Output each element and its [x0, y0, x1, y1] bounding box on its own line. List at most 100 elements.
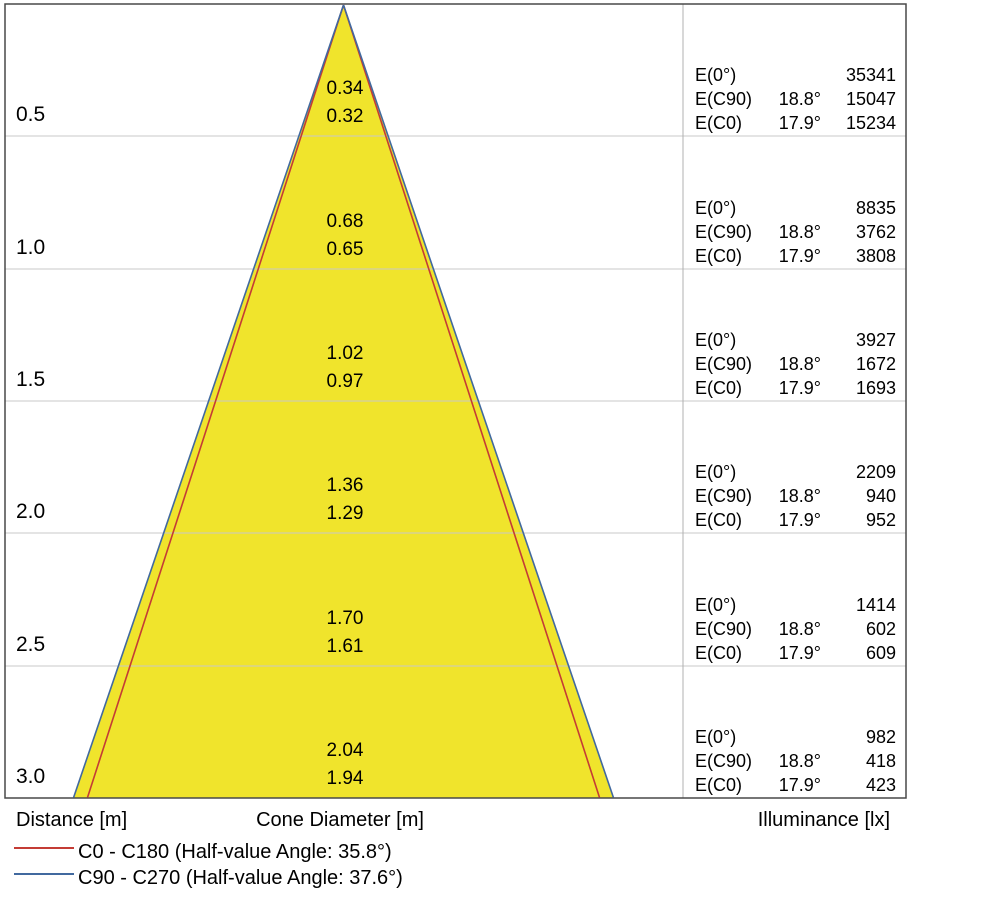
e0-label: E(0°): [695, 65, 737, 85]
distance-axis-title: Distance [m]: [16, 809, 128, 831]
e0-angle: [773, 460, 821, 484]
distance-label: 2.0: [16, 500, 46, 523]
ec0-value: 3808: [855, 246, 896, 266]
ec90-value: 418: [865, 751, 896, 771]
illuminance-ec90-row: E(C90) 18.8° 602: [695, 617, 896, 641]
cone-edge-c0-right: [342, 4, 601, 798]
ec0-label: E(C0): [695, 510, 743, 530]
e0-label: E(0°): [695, 330, 737, 350]
ec90-angle: 18.8°: [778, 354, 821, 374]
cone-diameter-axis-title: Cone Diameter [m]: [256, 809, 424, 831]
distance-label: 2.5: [16, 633, 46, 656]
illuminance-block: E(0°) 3927 E(C90) 18.8° 1672 E(C0) 17.9° 1693: [695, 328, 896, 400]
ec0-angle: 17.9°: [778, 643, 821, 663]
illuminance-ec90-row: E(C90) 18.8° 940: [695, 484, 896, 508]
legend-label-c0: C0 - C180 (Half-value Angle: 35.8°): [78, 841, 392, 863]
e0-label: E(0°): [695, 198, 737, 218]
diameter-c90-value: 0.34: [326, 78, 364, 99]
distance-label: 1.5: [16, 368, 46, 391]
diameter-c0-value: 1.94: [326, 768, 364, 789]
ec0-label: E(C0): [695, 775, 743, 795]
illuminance-axis-title: Illuminance [lx]: [757, 809, 890, 831]
diameter-c90-value: 1.70: [326, 608, 364, 629]
legend-line-c0-icon: [14, 847, 74, 849]
illuminance-ec90-row: E(C90) 18.8° 1672: [695, 352, 896, 376]
e0-angle: [773, 725, 821, 749]
e0-angle: [773, 593, 821, 617]
illuminance-e0-row: E(0°) 8835: [695, 196, 896, 220]
ec90-value: 1672: [855, 354, 896, 374]
illuminance-e0-row: E(0°) 1414: [695, 593, 896, 617]
illuminance-ec90-row: E(C90) 18.8° 418: [695, 749, 896, 773]
illuminance-ec90-row: E(C90) 18.8° 3762: [695, 220, 896, 244]
ec90-label: E(C90): [695, 89, 753, 109]
ec90-value: 940: [865, 486, 896, 506]
cone-edges-c90: [72, 4, 615, 798]
cone-edges-c0: [86, 4, 601, 798]
e0-value: 1414: [855, 595, 896, 615]
ec90-value: 15047: [845, 89, 896, 109]
illuminance-block: E(0°) 982 E(C90) 18.8° 418 E(C0) 17.9° 423: [695, 725, 896, 797]
e0-label: E(0°): [695, 462, 737, 482]
cone-diameter-values: 1.02 0.97: [300, 340, 390, 396]
diameter-c0-value: 1.29: [326, 503, 364, 524]
cone-diameter-values: 1.70 1.61: [300, 605, 390, 661]
ec90-value: 602: [865, 619, 896, 639]
legend-line-c90-icon: [14, 873, 74, 875]
ec0-value: 15234: [845, 113, 896, 133]
e0-angle: [773, 63, 821, 87]
diameter-c90-value: 1.02: [326, 343, 364, 364]
ec90-angle: 18.8°: [778, 89, 821, 109]
cone-diameter-values: 0.68 0.65: [300, 208, 390, 264]
e0-angle: [773, 196, 821, 220]
cone-diameter-values: 2.04 1.94: [300, 737, 390, 793]
ec0-value: 423: [865, 775, 896, 795]
illuminance-ec0-row: E(C0) 17.9° 609: [695, 641, 896, 665]
illuminance-ec0-row: E(C0) 17.9° 15234: [695, 111, 896, 135]
cone-diameter-values: 1.36 1.29: [300, 472, 390, 528]
ec90-angle: 18.8°: [778, 619, 821, 639]
ec0-value: 952: [865, 510, 896, 530]
illuminance-ec0-row: E(C0) 17.9° 3808: [695, 244, 896, 268]
ec90-label: E(C90): [695, 619, 753, 639]
illuminance-ec0-row: E(C0) 17.9° 952: [695, 508, 896, 532]
ec0-angle: 17.9°: [778, 113, 821, 133]
diameter-c90-value: 0.68: [326, 211, 364, 232]
e0-value: 35341: [845, 65, 896, 85]
e0-label: E(0°): [695, 727, 737, 747]
diameter-c0-value: 0.97: [326, 371, 364, 392]
e0-value: 8835: [855, 198, 896, 218]
ec0-label: E(C0): [695, 113, 743, 133]
illuminance-ec90-row: E(C90) 18.8° 15047: [695, 87, 896, 111]
diameter-c0-value: 1.61: [326, 636, 364, 657]
illuminance-e0-row: E(0°) 3927: [695, 328, 896, 352]
diameter-c90-value: 1.36: [326, 475, 364, 496]
cone-edge-c90-left: [72, 4, 345, 798]
e0-value: 982: [865, 727, 896, 747]
e0-value: 2209: [855, 462, 896, 482]
illuminance-ec0-row: E(C0) 17.9° 423: [695, 773, 896, 797]
ec90-angle: 18.8°: [778, 486, 821, 506]
ec0-label: E(C0): [695, 246, 743, 266]
ec90-angle: 18.8°: [778, 751, 821, 771]
distance-label: 1.0: [16, 236, 46, 259]
cone-edge-c0-left: [86, 4, 345, 798]
ec90-value: 3762: [855, 222, 896, 242]
illuminance-block: E(0°) 8835 E(C90) 18.8° 3762 E(C0) 17.9° 3808: [695, 196, 896, 268]
table-border: [4, 3, 907, 799]
ec0-angle: 17.9°: [778, 378, 821, 398]
ec90-label: E(C90): [695, 486, 753, 506]
illuminance-e0-row: E(0°) 35341: [695, 63, 896, 87]
distance-label: 0.5: [16, 103, 46, 126]
illuminance-block: E(0°) 35341 E(C90) 18.8° 15047 E(C0) 17.9° 15…: [695, 63, 896, 135]
e0-value: 3927: [855, 330, 896, 350]
ec90-label: E(C90): [695, 354, 753, 374]
illuminance-e0-row: E(0°) 982: [695, 725, 896, 749]
illuminance-ec0-row: E(C0) 17.9° 1693: [695, 376, 896, 400]
grid-lines: [5, 135, 906, 667]
illuminance-block: E(0°) 1414 E(C90) 18.8° 602 E(C0) 17.9° 609: [695, 593, 896, 665]
e0-angle: [773, 328, 821, 352]
ec0-label: E(C0): [695, 643, 743, 663]
diameter-c90-value: 2.04: [326, 740, 364, 761]
